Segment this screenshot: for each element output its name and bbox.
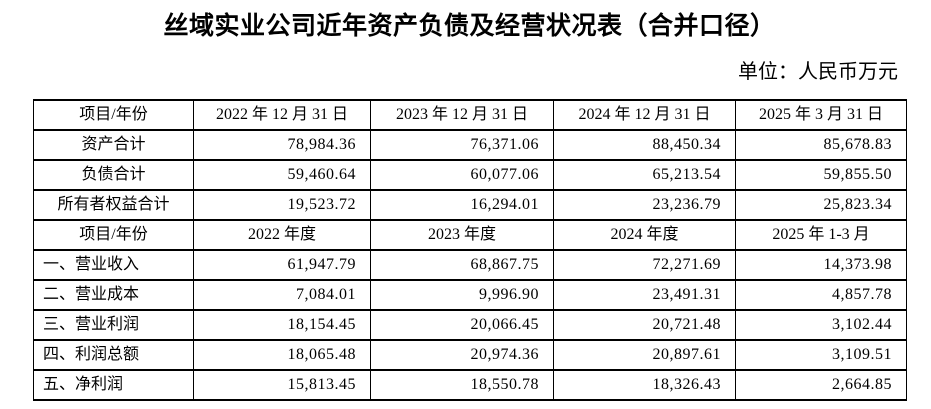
column-header-period: 2023 年度 <box>370 218 554 251</box>
cell-value: 68,867.75 <box>370 248 554 281</box>
cell-value: 20,974.36 <box>370 338 554 371</box>
row-label: 三、营业利润 <box>33 308 194 341</box>
row-label: 所有者权益合计 <box>33 188 194 221</box>
cell-value: 9,996.90 <box>370 278 554 311</box>
page-title: 丝域实业公司近年资产负债及经营状况表（合并口径） <box>163 13 776 40</box>
table-row: 所有者权益合计 19,523.72 16,294.01 23,236.79 25,823… <box>33 188 907 221</box>
table-row: 三、营业利润 18,154.45 20,066.45 20,721.48 3,102.4… <box>33 308 907 341</box>
column-header-item-year: 项目/年份 <box>33 218 194 251</box>
cell-value: 3,102.44 <box>735 308 907 341</box>
column-header-period: 2022 年 12 月 31 日 <box>193 98 371 131</box>
cell-value: 14,373.98 <box>735 248 907 281</box>
cell-value: 16,294.01 <box>370 188 554 221</box>
unit-label: 单位：人民币万元 <box>738 60 898 83</box>
table-row: 五、净利润 15,813.45 18,550.78 18,326.43 2,664.85 <box>33 368 907 401</box>
column-header-period: 2024 年度 <box>553 218 736 251</box>
cell-value: 61,947.79 <box>193 248 371 281</box>
cell-value: 18,065.48 <box>193 338 371 371</box>
cell-value: 65,213.54 <box>553 158 736 191</box>
cell-value: 7,084.01 <box>193 278 371 311</box>
cell-value: 59,855.50 <box>735 158 907 191</box>
cell-value: 18,550.78 <box>370 368 554 401</box>
cell-value: 85,678.83 <box>735 128 907 161</box>
financial-table: 项目/年份 2022 年 12 月 31 日 2023 年 12 月 31 日 202… <box>33 98 907 401</box>
table-row: 资产合计 78,984.36 76,371.06 88,450.34 85,678.83 <box>33 128 907 161</box>
cell-value: 20,897.61 <box>553 338 736 371</box>
row-label: 一、营业收入 <box>33 248 194 281</box>
row-label: 二、营业成本 <box>33 278 194 311</box>
cell-value: 19,523.72 <box>193 188 371 221</box>
column-header-item-year: 项目/年份 <box>33 98 194 131</box>
cell-value: 72,271.69 <box>553 248 736 281</box>
table-row: 四、利润总额 18,065.48 20,974.36 20,897.61 3,109.5… <box>33 338 907 371</box>
table-header-row: 项目/年份 2022 年 12 月 31 日 2023 年 12 月 31 日 202… <box>33 98 907 131</box>
row-label: 负债合计 <box>33 158 194 191</box>
cell-value: 60,077.06 <box>370 158 554 191</box>
table-row: 负债合计 59,460.64 60,077.06 65,213.54 59,855.50 <box>33 158 907 191</box>
cell-value: 18,326.43 <box>553 368 736 401</box>
cell-value: 20,066.45 <box>370 308 554 341</box>
cell-value: 4,857.78 <box>735 278 907 311</box>
cell-value: 23,236.79 <box>553 188 736 221</box>
column-header-period: 2025 年 3 月 31 日 <box>735 98 907 131</box>
cell-value: 59,460.64 <box>193 158 371 191</box>
row-label: 资产合计 <box>33 128 194 161</box>
cell-value: 88,450.34 <box>553 128 736 161</box>
row-label: 五、净利润 <box>33 368 194 401</box>
cell-value: 3,109.51 <box>735 338 907 371</box>
cell-value: 76,371.06 <box>370 128 554 161</box>
table-row: 二、营业成本 7,084.01 9,996.90 23,491.31 4,857.78 <box>33 278 907 311</box>
column-header-period: 2025 年 1-3 月 <box>735 218 907 251</box>
column-header-period: 2023 年 12 月 31 日 <box>370 98 554 131</box>
cell-value: 78,984.36 <box>193 128 371 161</box>
row-label: 四、利润总额 <box>33 338 194 371</box>
cell-value: 18,154.45 <box>193 308 371 341</box>
table-row: 一、营业收入 61,947.79 68,867.75 72,271.69 14,373.… <box>33 248 907 281</box>
cell-value: 15,813.45 <box>193 368 371 401</box>
column-header-period: 2022 年度 <box>193 218 371 251</box>
table-header-row: 项目/年份 2022 年度 2023 年度 2024 年度 2025 年 1-3 月 <box>33 218 907 251</box>
cell-value: 20,721.48 <box>553 308 736 341</box>
cell-value: 25,823.34 <box>735 188 907 221</box>
cell-value: 2,664.85 <box>735 368 907 401</box>
column-header-period: 2024 年 12 月 31 日 <box>553 98 736 131</box>
cell-value: 23,491.31 <box>553 278 736 311</box>
